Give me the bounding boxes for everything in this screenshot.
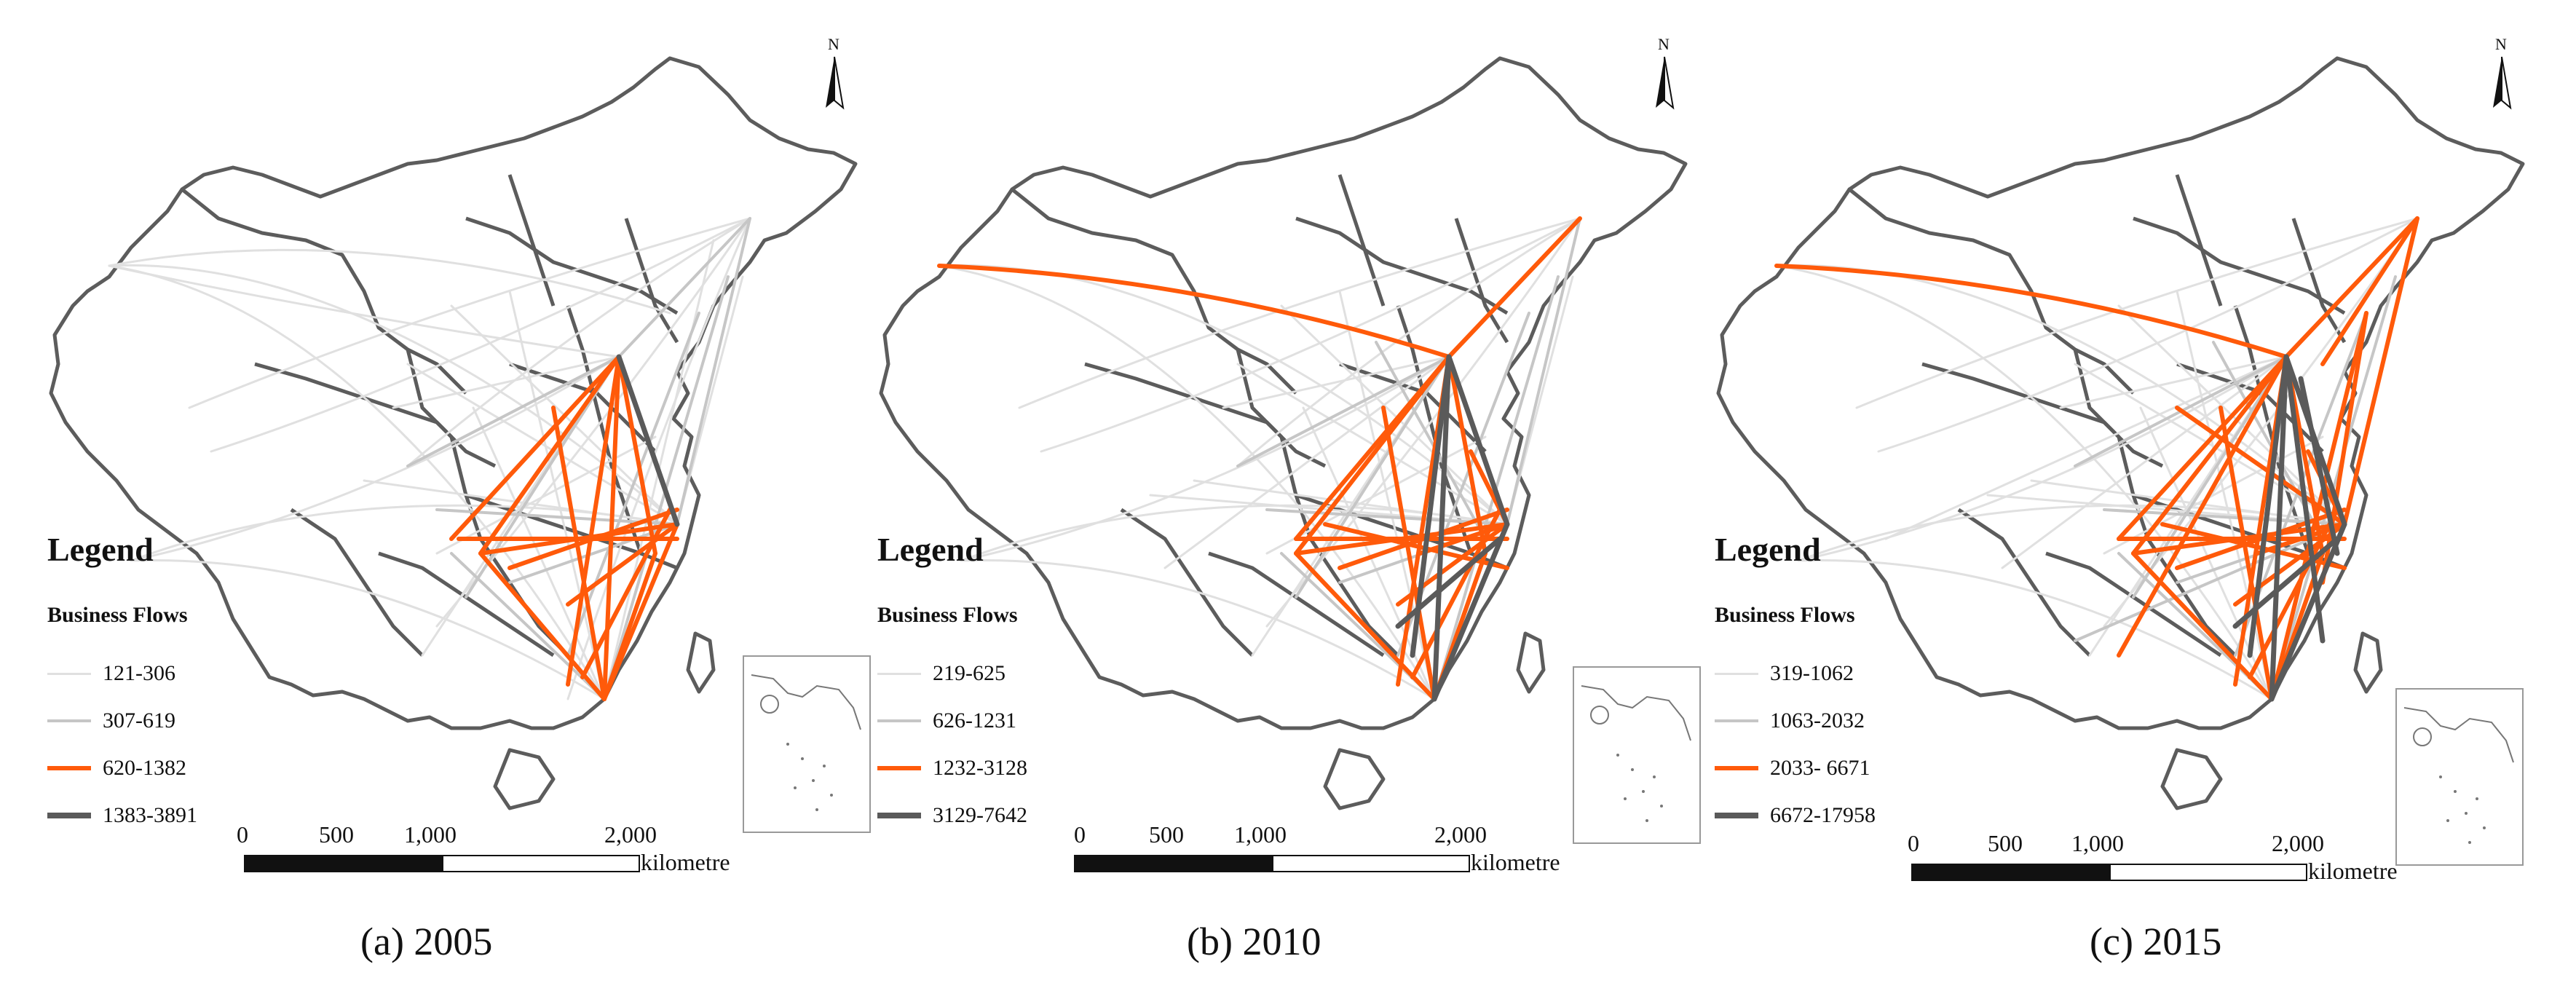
scale-tick: 0 bbox=[1908, 830, 1919, 856]
panel-caption: (c) 2015 bbox=[2090, 920, 2222, 963]
legend-swatch bbox=[877, 813, 921, 818]
scale-tick: 2,000 bbox=[604, 821, 657, 848]
legend-swatch bbox=[877, 766, 921, 770]
legend-item: 307-619 bbox=[47, 706, 175, 735]
legend-item: 319-1062 bbox=[1715, 659, 1854, 688]
china-map-2015 bbox=[1716, 56, 2525, 810]
scale-tick: 0 bbox=[1074, 821, 1086, 848]
legend-swatch bbox=[1715, 719, 1758, 722]
legend-subtitle: Business Flows bbox=[877, 603, 1018, 627]
legend-label: 620-1382 bbox=[103, 756, 186, 780]
business-flow-lines bbox=[937, 216, 1582, 702]
scale-tick: 1,000 bbox=[1234, 821, 1287, 848]
legend-swatch bbox=[877, 672, 921, 675]
legend-item: 626-1231 bbox=[877, 706, 1016, 735]
panel-caption: (a) 2005 bbox=[360, 920, 493, 963]
legend-item: 1063-2032 bbox=[1715, 706, 1865, 735]
scale-bar: 0 500 1,000 2,000 kilometre bbox=[830, 821, 1688, 880]
business-flow-lines bbox=[108, 217, 751, 701]
north-arrow: N bbox=[820, 35, 849, 115]
legend-swatch bbox=[1715, 766, 1758, 770]
legend-swatch bbox=[877, 719, 921, 722]
scale-bar: 0 500 1,000 2,000 kilometre bbox=[0, 821, 858, 880]
legend-subtitle: Business Flows bbox=[1715, 603, 1855, 627]
north-label: N bbox=[828, 35, 839, 53]
south-china-sea-inset bbox=[2395, 688, 2524, 866]
business-flow-lines bbox=[1774, 216, 2419, 702]
scale-unit: kilometre bbox=[641, 849, 730, 875]
map-panel-2015: N Legend Business Flows 319-1062 1063-20… bbox=[1667, 0, 2526, 991]
scale-unit: kilometre bbox=[1471, 849, 1560, 875]
legend-label: 1063-2032 bbox=[1770, 708, 1865, 733]
scale-tick: 500 bbox=[319, 821, 354, 848]
inset-map bbox=[751, 674, 861, 811]
scale-bar-white bbox=[1272, 855, 1470, 872]
north-arrow-icon bbox=[826, 56, 845, 110]
scale-tick: 500 bbox=[1149, 821, 1184, 848]
north-arrow: N bbox=[1650, 35, 1679, 115]
scale-bar-black bbox=[1074, 855, 1272, 872]
legend-swatch bbox=[47, 672, 91, 675]
north-label: N bbox=[1658, 35, 1670, 53]
scale-tick: 1,000 bbox=[2071, 830, 2124, 856]
legend-title: Legend bbox=[1715, 531, 1821, 568]
legend-swatch bbox=[47, 766, 91, 770]
panel-caption: (b) 2010 bbox=[1187, 920, 1321, 963]
map-panel-2010: N Legend Business Flows 219-625 626-1231… bbox=[830, 0, 1701, 991]
province-boundaries bbox=[49, 56, 858, 810]
legend-subtitle: Business Flows bbox=[47, 603, 188, 627]
legend-label: 2033- 6671 bbox=[1770, 756, 1870, 780]
legend-label: 1232-3128 bbox=[933, 756, 1027, 780]
china-map-2010 bbox=[879, 56, 1688, 810]
scale-tick: 0 bbox=[237, 821, 248, 848]
legend-item: 219-625 bbox=[877, 659, 1005, 688]
south-china-sea-inset bbox=[743, 655, 871, 833]
legend-label: 307-619 bbox=[103, 708, 175, 733]
inset-map bbox=[1581, 685, 1691, 822]
legend-label: 626-1231 bbox=[933, 708, 1016, 733]
north-arrow-icon bbox=[2493, 56, 2512, 110]
legend-title: Legend bbox=[877, 531, 984, 568]
scale-tick: 2,000 bbox=[2272, 830, 2324, 856]
scale-unit: kilometre bbox=[2308, 858, 2398, 884]
legend-item: 121-306 bbox=[47, 659, 175, 688]
scale-bar-black bbox=[244, 855, 442, 872]
north-label: N bbox=[2495, 35, 2507, 53]
legend-label: 3129-7642 bbox=[933, 803, 1027, 827]
legend-item: 1383-3891 bbox=[47, 801, 197, 830]
scale-bar: 0 500 1,000 2,000 kilometre bbox=[1667, 830, 2526, 888]
legend-label: 219-625 bbox=[933, 661, 1005, 685]
scale-bar-white bbox=[2109, 864, 2307, 881]
north-arrow: N bbox=[2487, 35, 2516, 115]
legend-item: 1232-3128 bbox=[877, 754, 1027, 783]
scale-tick: 2,000 bbox=[1434, 821, 1487, 848]
north-arrow-icon bbox=[1656, 56, 1675, 110]
legend-swatch bbox=[1715, 813, 1758, 818]
legend-item: 2033- 6671 bbox=[1715, 754, 1870, 783]
legend-label: 1383-3891 bbox=[103, 803, 197, 827]
legend-swatch bbox=[47, 719, 91, 722]
legend-label: 6672-17958 bbox=[1770, 803, 1876, 827]
legend-item: 6672-17958 bbox=[1715, 801, 1876, 830]
legend-title: Legend bbox=[47, 531, 154, 568]
china-map-2005 bbox=[49, 56, 858, 810]
map-panel-2005: N Legend Business Flows 121-306 307-619 … bbox=[0, 0, 871, 991]
legend-label: 319-1062 bbox=[1770, 661, 1854, 685]
scale-tick: 1,000 bbox=[404, 821, 457, 848]
scale-tick: 500 bbox=[1988, 830, 2023, 856]
south-china-sea-inset bbox=[1573, 666, 1701, 844]
legend-swatch bbox=[47, 813, 91, 818]
legend-item: 620-1382 bbox=[47, 754, 186, 783]
province-boundaries bbox=[879, 56, 1688, 810]
inset-map bbox=[2403, 707, 2514, 844]
legend-label: 121-306 bbox=[103, 661, 175, 685]
scale-bar-black bbox=[1911, 864, 2109, 881]
scale-bar-white bbox=[442, 855, 640, 872]
legend-item: 3129-7642 bbox=[877, 801, 1027, 830]
legend-swatch bbox=[1715, 672, 1758, 675]
